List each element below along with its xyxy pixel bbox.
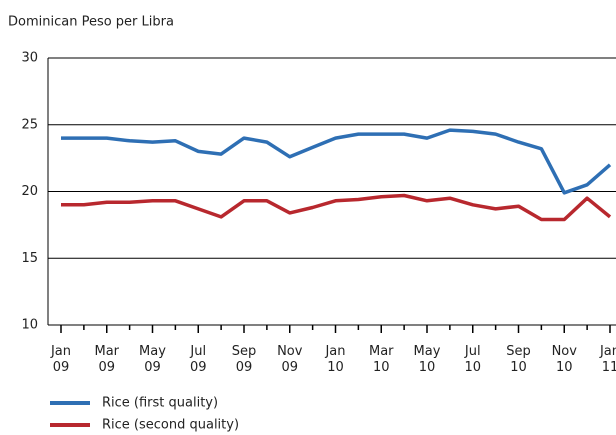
x-tick-label: Mar 09 [94, 344, 120, 375]
x-tick-label: Nov 09 [277, 344, 303, 375]
x-tick-label: May 09 [139, 344, 166, 375]
x-tick-label: Mar 10 [368, 344, 394, 375]
x-tick-label: May 10 [413, 344, 441, 375]
x-tick-label: Jan 09 [50, 344, 72, 375]
x-tick-label: Sep 09 [231, 344, 257, 375]
y-tick-label: 15 [21, 251, 38, 266]
y-tick-label: 10 [21, 318, 38, 333]
chart-title: Dominican Peso per Libra [8, 15, 174, 30]
x-tick-label: Sep 10 [506, 344, 531, 375]
y-tick-label: 25 [21, 117, 38, 132]
x-tick-label: Jul 10 [464, 344, 482, 375]
legend-label: Rice (first quality) [102, 396, 218, 411]
y-tick-label: 20 [21, 184, 38, 199]
series-line [61, 128, 612, 195]
x-tick-label: Jul 09 [189, 344, 207, 375]
legend-label: Rice (second quality) [102, 418, 239, 433]
x-tick-label: Jan 10 [325, 344, 346, 375]
x-tick-label: Nov 10 [551, 344, 577, 375]
y-tick-label: 30 [21, 51, 38, 66]
series-line [61, 193, 612, 222]
x-tick-label: Jan 11 [599, 344, 616, 375]
